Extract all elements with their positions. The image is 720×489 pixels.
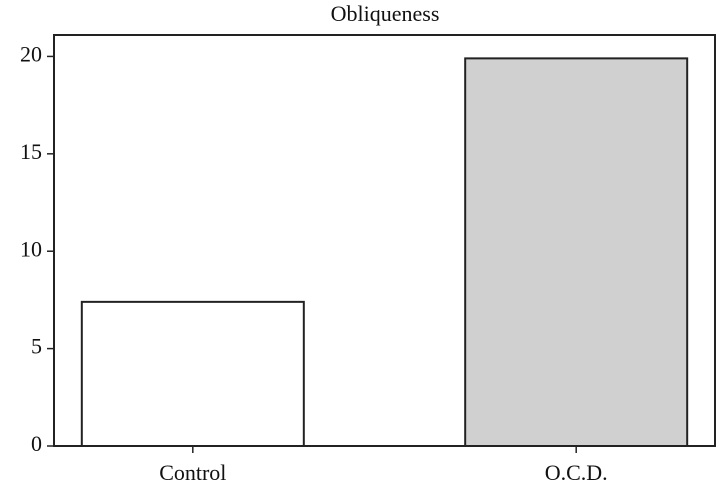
y-tick-label: 10 bbox=[20, 236, 42, 261]
plot-frame bbox=[53, 34, 716, 447]
bar bbox=[464, 57, 689, 447]
y-tick-label: 5 bbox=[31, 334, 42, 359]
x-tick-label: O.C.D. bbox=[545, 460, 608, 485]
y-tick-label: 15 bbox=[20, 139, 42, 164]
y-tick-label: 20 bbox=[20, 41, 42, 66]
chart-title: Obliqueness bbox=[331, 1, 440, 26]
y-tick-label: 0 bbox=[31, 431, 42, 456]
bar bbox=[80, 300, 305, 447]
x-tick-label: Control bbox=[159, 460, 226, 485]
